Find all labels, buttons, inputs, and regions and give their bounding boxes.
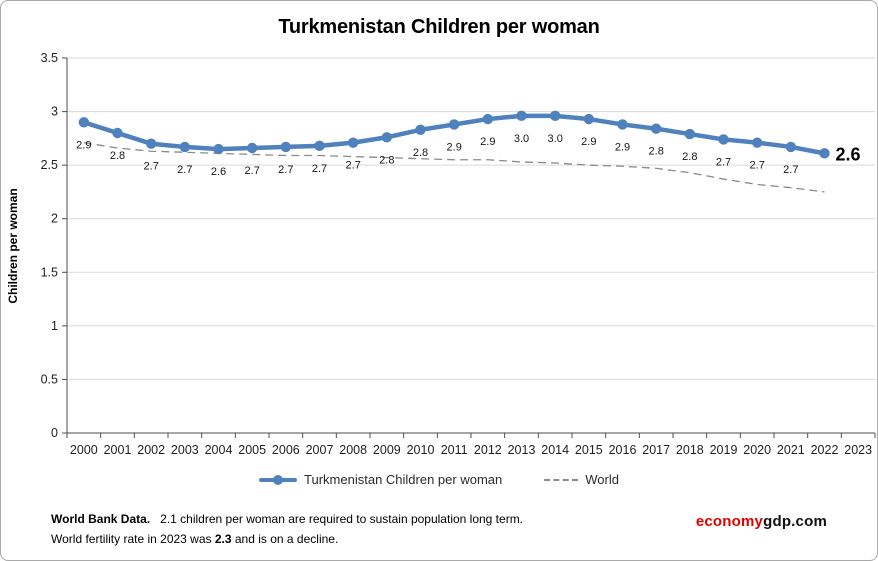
svg-text:2019: 2019 bbox=[710, 443, 738, 457]
svg-text:3.0: 3.0 bbox=[514, 133, 529, 145]
svg-text:2016: 2016 bbox=[609, 443, 637, 457]
svg-text:2.7: 2.7 bbox=[278, 164, 293, 176]
svg-text:2003: 2003 bbox=[171, 443, 199, 457]
svg-text:2.7: 2.7 bbox=[177, 164, 192, 176]
y-gridlines bbox=[67, 57, 875, 380]
svg-text:0.5: 0.5 bbox=[41, 372, 58, 386]
svg-text:2.8: 2.8 bbox=[110, 150, 125, 162]
svg-text:2008: 2008 bbox=[339, 443, 367, 457]
svg-text:2023: 2023 bbox=[844, 443, 872, 457]
svg-text:2.9: 2.9 bbox=[480, 136, 495, 148]
series-end-value: 2.6 bbox=[836, 144, 861, 164]
svg-text:2004: 2004 bbox=[205, 443, 233, 457]
svg-text:2.9: 2.9 bbox=[581, 136, 596, 148]
turkmenistan-markers bbox=[78, 110, 830, 159]
svg-text:2022: 2022 bbox=[811, 443, 839, 457]
svg-text:2.7: 2.7 bbox=[346, 160, 361, 172]
svg-text:2002: 2002 bbox=[137, 443, 165, 457]
source-note-line2-pre: World fertility rate in 2023 was bbox=[51, 532, 215, 546]
svg-text:2.7: 2.7 bbox=[312, 163, 327, 175]
svg-text:2.8: 2.8 bbox=[649, 146, 664, 158]
svg-text:2001: 2001 bbox=[104, 443, 132, 457]
svg-text:2.8: 2.8 bbox=[682, 151, 697, 163]
world-line bbox=[83, 142, 825, 193]
svg-text:2013: 2013 bbox=[508, 443, 536, 457]
legend-label-turkmenistan: Turkmenistan Children per woman bbox=[304, 472, 503, 487]
svg-text:2017: 2017 bbox=[642, 443, 670, 457]
source-note: World Bank Data. 2.1 children per woman a… bbox=[51, 509, 523, 549]
source-note-line2: World fertility rate in 2023 was 2.3 and… bbox=[51, 529, 523, 549]
line-marker-icon bbox=[259, 474, 298, 485]
svg-text:1: 1 bbox=[51, 319, 58, 333]
source-note-bold: World Bank Data. bbox=[51, 512, 151, 526]
svg-text:2010: 2010 bbox=[407, 443, 435, 457]
y-axis-title: Children per woman bbox=[6, 188, 20, 303]
svg-text:2014: 2014 bbox=[541, 443, 569, 457]
svg-text:2.8: 2.8 bbox=[379, 154, 394, 166]
svg-text:3.5: 3.5 bbox=[41, 51, 58, 65]
site-logo-part1: economy bbox=[695, 513, 764, 530]
svg-text:2.9: 2.9 bbox=[447, 141, 462, 153]
svg-text:2.7: 2.7 bbox=[716, 156, 731, 168]
legend-marker-sample bbox=[273, 474, 284, 485]
data-labels: 2.9 2.8 2.7 2.7 2.6 2.7 2.7 2.7 2.7 2.8 2.8 2.9 2.9 3… bbox=[76, 133, 798, 178]
svg-text:3.0: 3.0 bbox=[548, 133, 563, 145]
svg-text:2005: 2005 bbox=[238, 443, 266, 457]
source-note-text: 2.1 children per woman are required to s… bbox=[160, 512, 524, 526]
dashed-line-icon bbox=[544, 478, 579, 481]
svg-text:1.5: 1.5 bbox=[41, 265, 58, 279]
legend-label-world: World bbox=[585, 472, 619, 487]
chart-title: Turkmenistan Children per woman bbox=[278, 16, 600, 38]
svg-text:2021: 2021 bbox=[777, 443, 805, 457]
svg-text:2011: 2011 bbox=[441, 443, 468, 457]
svg-text:2018: 2018 bbox=[676, 443, 704, 457]
svg-text:2: 2 bbox=[51, 212, 58, 226]
svg-text:2.9: 2.9 bbox=[615, 141, 630, 153]
axis-ticks bbox=[62, 57, 876, 438]
svg-text:2020: 2020 bbox=[743, 443, 771, 457]
svg-text:2.9: 2.9 bbox=[76, 139, 91, 151]
svg-text:2000: 2000 bbox=[70, 443, 98, 457]
svg-text:2009: 2009 bbox=[373, 443, 401, 457]
legend: Turkmenistan Children per woman World bbox=[1, 472, 877, 487]
legend-item-world: World bbox=[544, 472, 619, 487]
chart-plot-area: 3.5 3 2.5 2 1.5 1 0.5 0 2000 2001 2002 2003 2004 2005… bbox=[6, 51, 876, 457]
svg-text:2.8: 2.8 bbox=[413, 147, 428, 159]
source-note-line2-bold: 2.3 bbox=[214, 532, 232, 546]
legend-item-turkmenistan: Turkmenistan Children per woman bbox=[259, 472, 502, 487]
svg-text:2015: 2015 bbox=[575, 443, 603, 457]
svg-text:2.7: 2.7 bbox=[245, 165, 260, 177]
source-note-line2-post: and is on a decline. bbox=[231, 532, 339, 546]
svg-text:2.5: 2.5 bbox=[41, 158, 58, 172]
source-note-line1: World Bank Data. 2.1 children per woman a… bbox=[51, 509, 523, 529]
svg-text:2.6: 2.6 bbox=[211, 166, 226, 178]
svg-text:2.7: 2.7 bbox=[750, 160, 765, 172]
svg-text:2007: 2007 bbox=[306, 443, 334, 457]
svg-text:3: 3 bbox=[51, 105, 58, 119]
svg-text:0: 0 bbox=[51, 426, 58, 440]
svg-text:2.7: 2.7 bbox=[144, 161, 159, 173]
svg-text:2012: 2012 bbox=[474, 443, 502, 457]
site-logo: economygdp.com bbox=[696, 513, 827, 530]
svg-text:2006: 2006 bbox=[272, 443, 300, 457]
y-tick-labels: 3.5 3 2.5 2 1.5 1 0.5 0 bbox=[41, 51, 58, 440]
x-tick-labels: 2000 2001 2002 2003 2004 2005 2006 2007 2008 2009… bbox=[70, 443, 872, 457]
svg-text:2.7: 2.7 bbox=[783, 164, 798, 176]
site-logo-part2: gdp.com bbox=[763, 513, 827, 530]
